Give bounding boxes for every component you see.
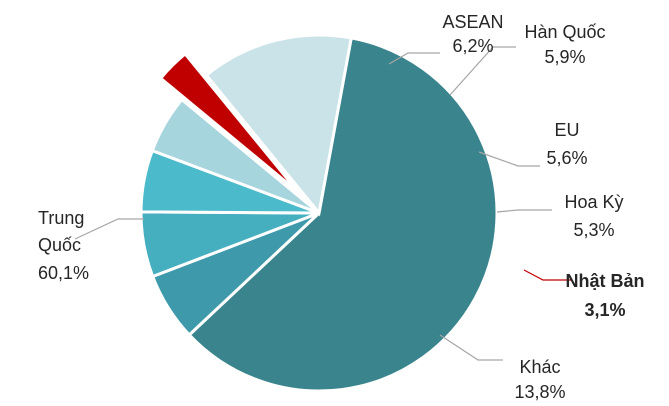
pie-slice-nhật-bản	[158, 51, 300, 193]
slice-label-asean: 6,2%	[452, 36, 493, 56]
slice-label-nhật-bản: Nhật Bản	[565, 271, 644, 291]
slice-label-hoa-kỳ: Hoa Kỳ	[564, 192, 623, 212]
leader-line-nhật-bản	[523, 269, 572, 281]
pie-slices	[139, 33, 499, 393]
slice-label-trung-quốc: Trung	[38, 208, 84, 228]
slice-label-trung-quốc: 60,1%	[38, 263, 89, 283]
slice-label-khác: Khác	[519, 357, 560, 377]
slice-label-hoa-kỳ: 5,3%	[573, 220, 614, 240]
slice-labels: Trung Quốc 60,1% ASEAN 6,2% Hàn Quốc 5,9% EU 5,6…	[38, 12, 645, 402]
pie-slice-khác	[204, 33, 353, 217]
slice-label-trung-quốc: Quốc	[38, 235, 81, 255]
slice-label-eu: 5,6%	[546, 148, 587, 168]
leader-line-hàn-quốc	[449, 46, 516, 96]
leader-line-trung-quốc	[74, 218, 144, 240]
leader-line-asean	[388, 52, 440, 65]
slice-label-khác: 13,8%	[514, 382, 565, 402]
slice-label-eu: EU	[554, 120, 579, 140]
leader-line-hoa-kỳ	[496, 209, 552, 213]
pie-slice-trung-quốc	[187, 36, 499, 393]
leader-line-khác	[439, 334, 503, 361]
slice-label-hàn-quốc: 5,9%	[544, 47, 585, 67]
leader-line-eu	[478, 151, 540, 167]
leader-lines	[74, 46, 572, 361]
slice-label-nhật-bản: 3,1%	[584, 300, 625, 320]
slice-label-asean: ASEAN	[442, 12, 503, 32]
slice-label-hàn-quốc: Hàn Quốc	[524, 22, 605, 42]
pie-slice-hoa-kỳ	[150, 97, 320, 215]
